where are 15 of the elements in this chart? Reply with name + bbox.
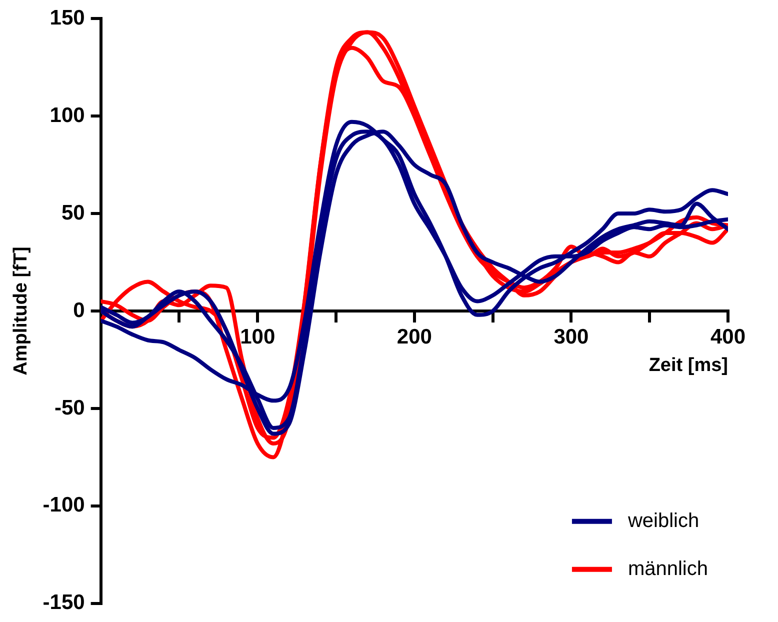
y-axis-title: Amplitude [fT]	[10, 246, 32, 376]
y-tick-label: -50	[54, 396, 85, 420]
y-tick-label: 150	[50, 6, 85, 30]
x-tick-label: 100	[240, 325, 276, 348]
x-tick-label: 400	[710, 325, 746, 348]
y-tick-label: -150	[42, 591, 85, 614]
x-tick-label: 200	[396, 325, 432, 348]
x-axis-title: Zeit [ms]	[648, 354, 728, 376]
y-tick-label: 100	[50, 104, 85, 127]
y-tick-label: 50	[61, 201, 85, 224]
legend-label: männlich	[628, 558, 708, 580]
y-tick-label: -100	[42, 494, 85, 517]
y-tick-label: 0	[73, 298, 85, 322]
x-tick-label: 300	[554, 325, 589, 348]
legend-label: weiblich	[626, 510, 700, 532]
